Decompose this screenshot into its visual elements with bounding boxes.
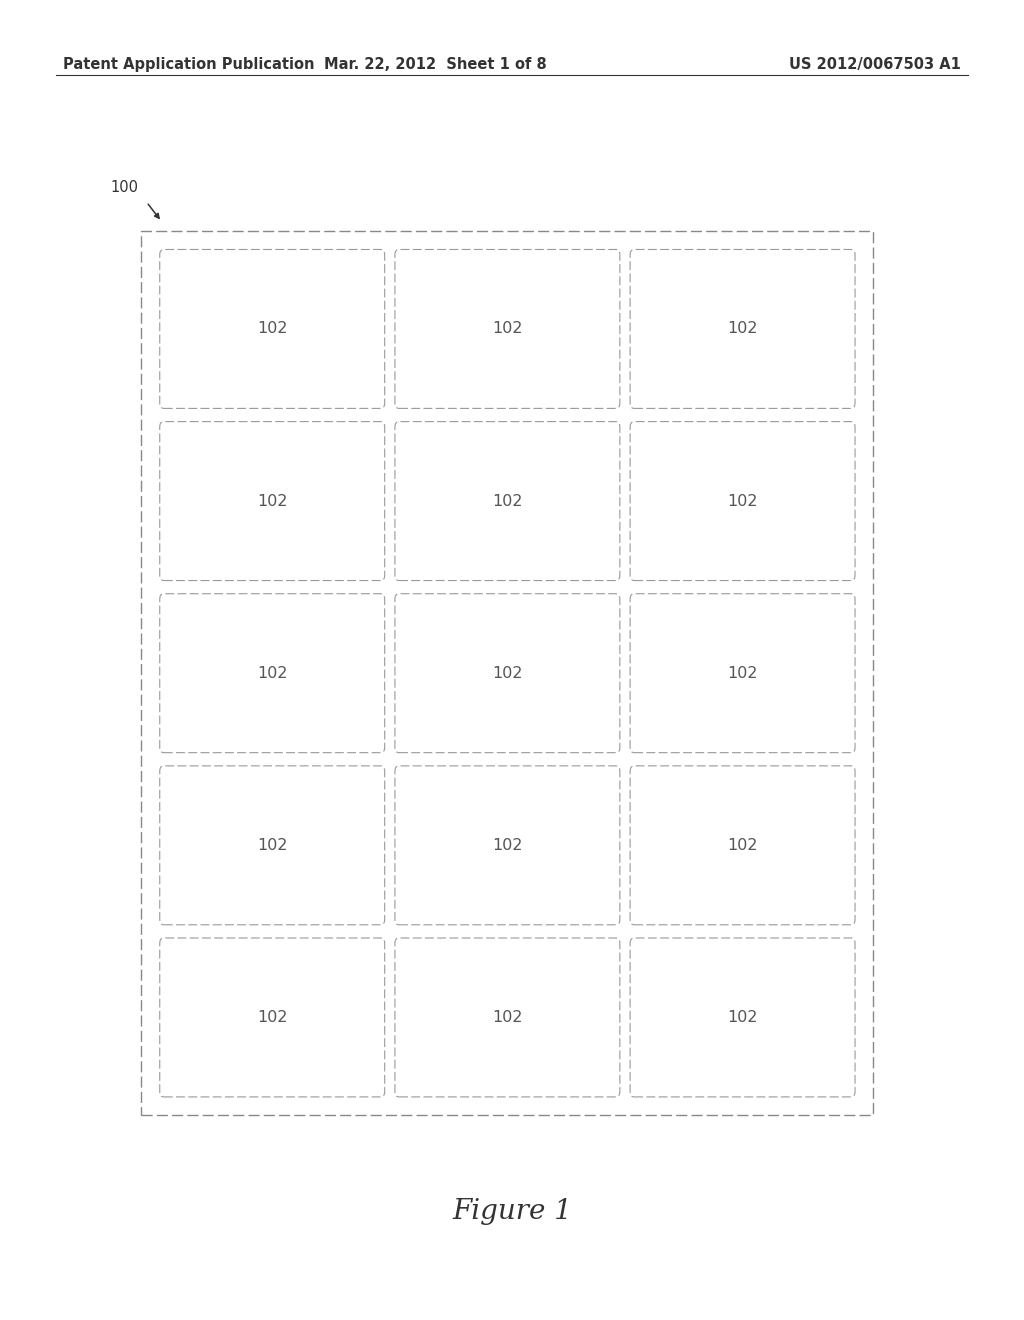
Text: 102: 102 <box>727 494 758 508</box>
FancyBboxPatch shape <box>160 594 385 752</box>
Text: 102: 102 <box>493 838 522 853</box>
FancyBboxPatch shape <box>395 594 620 752</box>
Text: Figure 1: Figure 1 <box>452 1199 572 1225</box>
Text: 102: 102 <box>727 322 758 337</box>
FancyBboxPatch shape <box>395 939 620 1097</box>
Text: 102: 102 <box>493 494 522 508</box>
FancyBboxPatch shape <box>160 766 385 925</box>
Text: 102: 102 <box>493 1010 522 1024</box>
FancyBboxPatch shape <box>630 249 855 408</box>
FancyBboxPatch shape <box>395 766 620 925</box>
Text: US 2012/0067503 A1: US 2012/0067503 A1 <box>788 57 961 71</box>
FancyBboxPatch shape <box>395 249 620 408</box>
Text: 102: 102 <box>727 1010 758 1024</box>
FancyBboxPatch shape <box>160 249 385 408</box>
Text: 102: 102 <box>257 838 288 853</box>
Text: 102: 102 <box>257 1010 288 1024</box>
Text: 102: 102 <box>257 665 288 681</box>
Text: 102: 102 <box>727 838 758 853</box>
Text: Patent Application Publication: Patent Application Publication <box>63 57 315 71</box>
FancyBboxPatch shape <box>630 421 855 581</box>
Text: 102: 102 <box>493 322 522 337</box>
FancyBboxPatch shape <box>630 594 855 752</box>
Text: 102: 102 <box>257 322 288 337</box>
FancyBboxPatch shape <box>630 766 855 925</box>
FancyBboxPatch shape <box>160 421 385 581</box>
Text: 102: 102 <box>493 665 522 681</box>
FancyBboxPatch shape <box>141 231 873 1115</box>
FancyBboxPatch shape <box>630 939 855 1097</box>
Text: Mar. 22, 2012  Sheet 1 of 8: Mar. 22, 2012 Sheet 1 of 8 <box>324 57 547 71</box>
FancyBboxPatch shape <box>160 939 385 1097</box>
Text: 102: 102 <box>257 494 288 508</box>
FancyBboxPatch shape <box>395 421 620 581</box>
Text: 100: 100 <box>111 181 138 195</box>
Text: 102: 102 <box>727 665 758 681</box>
